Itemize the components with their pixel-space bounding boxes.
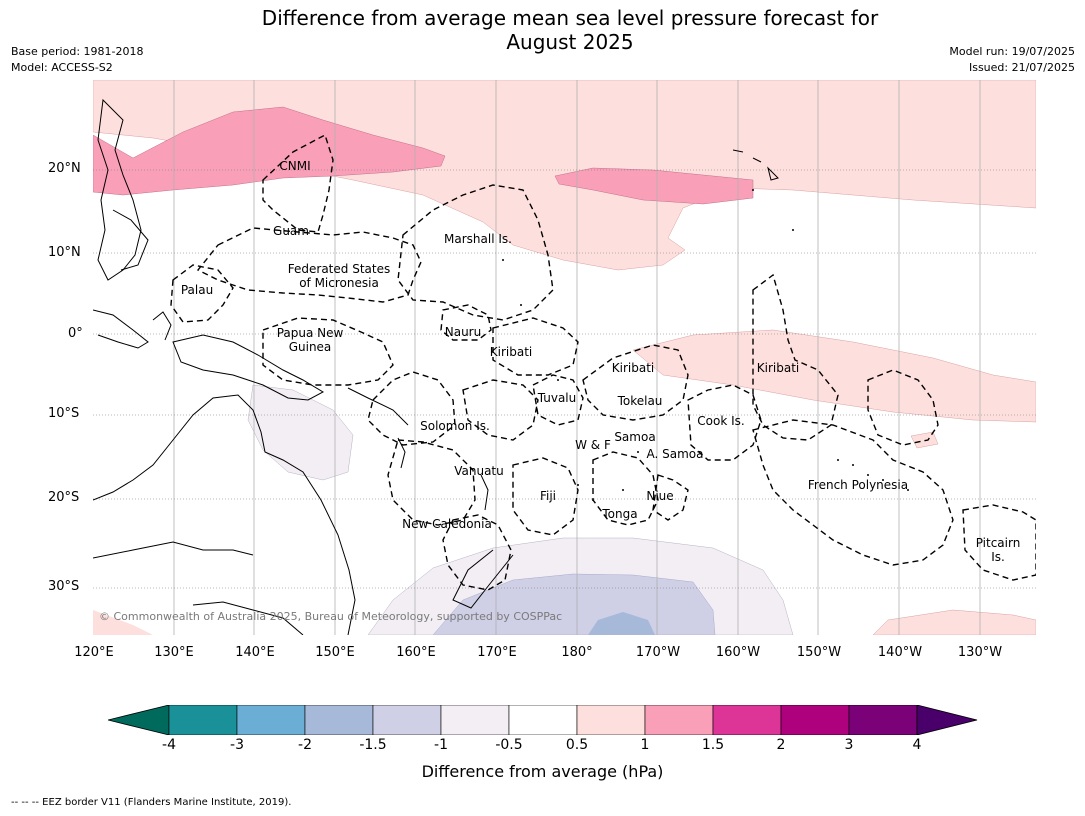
lat-label-0: 0° [68, 326, 83, 341]
colorbar-cell [780, 705, 850, 735]
meta-left: Base period: 1981-2018 Model: ACCESS-S2 [11, 44, 143, 76]
latitude-gridlines [93, 169, 1036, 589]
cb-tick-4: 4 [912, 737, 922, 753]
colorbar-min-arrow [108, 705, 170, 735]
cb-tick-m4: -4 [162, 737, 176, 753]
lon-label-130w: 130°W [957, 645, 1003, 660]
colorbar-cell [644, 705, 714, 735]
issued-date: Issued: 21/07/2025 [968, 61, 1075, 74]
lat-label-10n: 10°N [48, 245, 81, 260]
label-pitcairn-2: Is. [991, 550, 1005, 564]
label-palau: Palau [181, 283, 213, 297]
label-solomon: Solomon Is. [420, 419, 490, 433]
cb-tick-m1-5: -1.5 [359, 737, 387, 753]
lon-label-140e: 140°E [235, 645, 275, 660]
title-line-1: Difference from average mean sea level p… [261, 6, 879, 30]
anomaly-pink-central [554, 167, 754, 205]
eez-borders [170, 133, 1036, 591]
anomaly-light-pink-south-east [872, 609, 1036, 635]
label-asamoa: A. Samoa [647, 447, 704, 461]
label-cnmi: CNMI [279, 159, 310, 173]
lon-label-130e: 130°E [154, 645, 194, 660]
title-line-2: August 2025 [506, 30, 634, 54]
colorbar-cell [304, 705, 374, 735]
lon-label-150e: 150°E [315, 645, 355, 660]
anomaly-blue-south [588, 612, 655, 635]
model-run: Model run: 19/07/2025 [949, 45, 1075, 58]
cb-tick-1-5: 1.5 [701, 737, 725, 753]
colorbar-cell [236, 705, 306, 735]
label-wf: W & F [575, 438, 611, 452]
coastlines [93, 98, 779, 635]
lon-label-150w: 150°W [796, 645, 842, 660]
cb-tick-0-5: 0.5 [565, 737, 589, 753]
lon-label-170e: 170°E [477, 645, 517, 660]
base-period: Base period: 1981-2018 [11, 45, 144, 58]
colorbar-cell [372, 705, 442, 735]
lat-label-20s: 20°S [48, 490, 80, 505]
island-dots [502, 189, 909, 501]
map-area: CNMI Guam Marshall Is. Federated States … [93, 80, 1036, 635]
colorbar-cell [712, 705, 782, 735]
colorbar-cell [168, 705, 238, 735]
eez-footer-note: -- -- -- EEZ border V11 (Flanders Marine… [11, 797, 292, 808]
lat-label-20n: 20°N [48, 161, 81, 176]
lon-label-170w: 170°W [635, 645, 681, 660]
colorbar-cell [440, 705, 510, 735]
label-tuvalu: Tuvalu [537, 391, 577, 405]
lon-label-160w: 160°W [715, 645, 761, 660]
label-kiribati-west: Kiribati [490, 345, 532, 359]
label-kiribati-east: Kiribati [757, 361, 799, 375]
colorbar-cell [576, 705, 646, 735]
longitude-gridlines [173, 80, 981, 635]
lon-label-140w: 140°W [877, 645, 923, 660]
label-newcal: New Caledonia [402, 517, 492, 531]
lon-label-120e: 120°E [74, 645, 114, 660]
label-nauru: Nauru [445, 325, 481, 339]
label-niue: Niue [646, 489, 673, 503]
lat-label-30s: 30°S [48, 579, 80, 594]
label-vanuatu: Vanuatu [454, 464, 504, 478]
lon-label-180: 180° [561, 645, 593, 660]
lon-label-160e: 160°E [396, 645, 436, 660]
cb-tick-m1: -1 [434, 737, 448, 753]
cb-tick-3: 3 [844, 737, 854, 753]
colorbar-cell [848, 705, 918, 735]
meta-right: Model run: 19/07/2025 Issued: 21/07/2025 [949, 44, 1075, 76]
colorbar-cell [508, 705, 578, 735]
label-fsm-1: Federated States [288, 262, 390, 276]
colorbar-label: Difference from average (hPa) [421, 762, 664, 781]
anomaly-pink-west [93, 106, 446, 196]
label-kiribati-central: Kiribati [612, 361, 654, 375]
label-marshall: Marshall Is. [444, 232, 512, 246]
cb-tick-2: 2 [776, 737, 786, 753]
anomaly-light-pink-south-west [93, 610, 153, 635]
lat-label-10s: 10°S [48, 406, 80, 421]
cb-tick-m2: -2 [298, 737, 312, 753]
label-cook: Cook Is. [697, 414, 744, 428]
label-guam: Guam [273, 224, 309, 238]
label-pitcairn-1: Pitcairn [976, 536, 1021, 550]
cb-tick-1: 1 [640, 737, 650, 753]
model-name: Model: ACCESS-S2 [11, 61, 113, 74]
label-frpoly: French Polynesia [808, 478, 908, 492]
copyright-notice: © Commonwealth of Australia 2025, Bureau… [99, 610, 562, 623]
cb-tick-m0-5: -0.5 [495, 737, 523, 753]
label-fsm-2: of Micronesia [299, 276, 379, 290]
label-fiji: Fiji [540, 489, 556, 503]
label-png-2: Guinea [289, 340, 332, 354]
label-tokelau: Tokelau [617, 394, 663, 408]
label-png-1: Papua New [277, 326, 344, 340]
map-title: Difference from average mean sea level p… [0, 6, 1085, 54]
cb-tick-m3: -3 [230, 737, 244, 753]
colorbar-max-arrow [916, 705, 978, 735]
colorbar [108, 705, 978, 735]
label-tonga: Tonga [601, 507, 637, 521]
region-labels: CNMI Guam Marshall Is. Federated States … [181, 159, 1020, 564]
label-samoa: Samoa [614, 430, 655, 444]
